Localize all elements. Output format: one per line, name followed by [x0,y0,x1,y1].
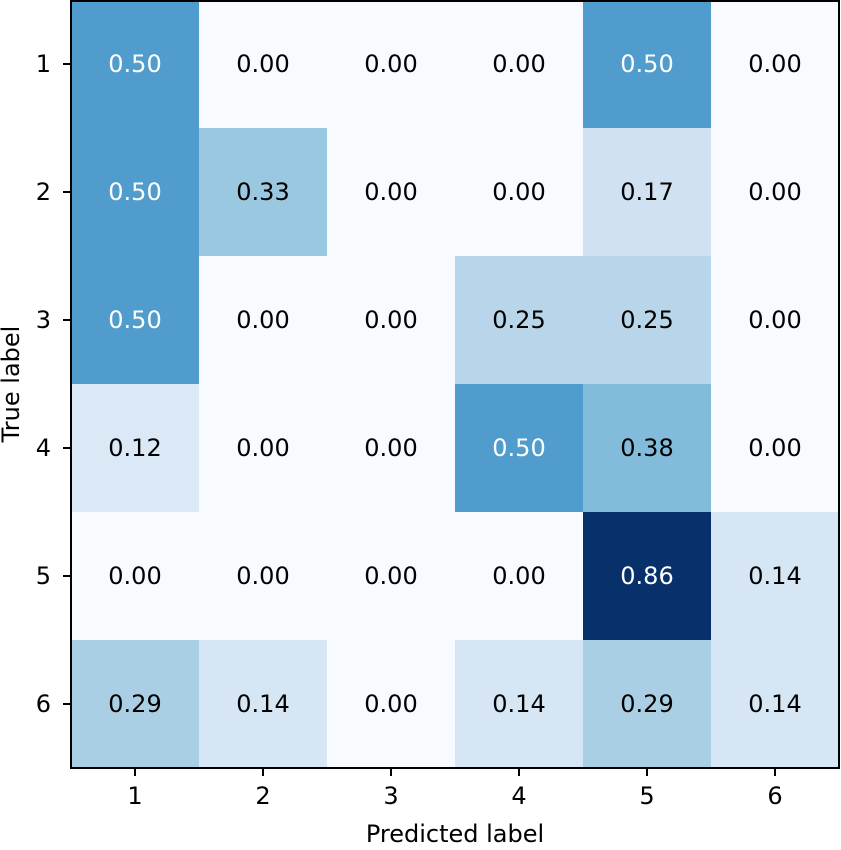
cell-value-label-r4-c2: 0.00 [236,434,289,462]
heatmap-cell-r5-c2 [199,512,327,640]
heatmap-cell-r4-c2 [199,384,327,512]
y-tick-label-4: 4 [36,434,51,462]
cell-value-label-r6-c5: 0.29 [620,690,673,718]
cell-value-label-r2-c5: 0.17 [620,178,673,206]
cell-value-label-r1-c4: 0.00 [492,50,545,78]
cell-value-label-r1-c2: 0.00 [236,50,289,78]
y-tick-label-5: 5 [36,562,51,590]
cell-value-label-r3-c4: 0.25 [492,306,545,334]
cell-value-label-r4-c5: 0.38 [620,434,673,462]
x-tick-label-6: 6 [767,782,782,810]
heatmap-cell-r1-c5 [583,0,711,128]
x-tick-label-1: 1 [127,782,142,810]
cell-value-labels: 0.50 0.00 0.00 0.00 0.50 0.00 0.50 0.33 0.00 0.00… [108,50,801,718]
x-tick-label-4: 4 [511,782,526,810]
heatmap-cell-r2-c3 [327,128,455,256]
heatmap-cell-r6-c6 [711,640,839,768]
cell-value-label-r2-c6: 0.00 [748,178,801,206]
cell-value-label-r5-c2: 0.00 [236,562,289,590]
cell-value-label-r4-c1: 0.12 [108,434,161,462]
cell-value-label-r4-c6: 0.00 [748,434,801,462]
heatmap-cell-r4-c5 [583,384,711,512]
heatmap-cell-r4-c4 [455,384,583,512]
heatmap-cell-r5-c5 [583,512,711,640]
heatmap-cell-r1-c3 [327,0,455,128]
heatmap-cell-r3-c2 [199,256,327,384]
cell-value-label-r6-c1: 0.29 [108,690,161,718]
plot-frame [70,0,840,769]
y-axis-ticks: 1 2 3 4 5 6 [36,50,71,718]
cell-value-label-r5-c4: 0.00 [492,562,545,590]
heatmap-cell-r6-c2 [199,640,327,768]
y-tick-label-3: 3 [36,306,51,334]
cell-value-label-r3-c6: 0.00 [748,306,801,334]
heatmap-cell-r6-c1 [71,640,199,768]
x-tick-label-3: 3 [383,782,398,810]
heatmap-cell-r4-c6 [711,384,839,512]
y-tick-label-2: 2 [36,178,51,206]
cell-value-label-r3-c3: 0.00 [364,306,417,334]
heatmap-cell-r1-c6 [711,0,839,128]
heatmap-cell-r1-c2 [199,0,327,128]
x-axis-ticks: 1 2 3 4 5 6 [127,768,783,810]
heatmap-cell-r3-c5 [583,256,711,384]
cell-value-label-r3-c2: 0.00 [236,306,289,334]
heatmap-cell-r5-c1 [71,512,199,640]
cell-value-label-r1-c6: 0.00 [748,50,801,78]
cell-value-label-r2-c4: 0.00 [492,178,545,206]
heatmap-cell-r1-c4 [455,0,583,128]
heatmap-cell-r2-c4 [455,128,583,256]
x-tick-label-5: 5 [639,782,654,810]
cell-value-label-r2-c1: 0.50 [108,178,161,206]
cell-value-label-r6-c2: 0.14 [236,690,289,718]
heatmap-cell-r5-c6 [711,512,839,640]
heatmap-cell-r1-c1 [71,0,199,128]
cell-value-label-r5-c5: 0.86 [620,562,673,590]
heatmap-cell-r2-c1 [71,128,199,256]
cell-value-label-r3-c1: 0.50 [108,306,161,334]
cell-value-label-r4-c3: 0.00 [364,434,417,462]
heatmap-cell-r6-c4 [455,640,583,768]
heatmap-cell-r3-c4 [455,256,583,384]
cell-value-label-r6-c3: 0.00 [364,690,417,718]
heatmap-cell-r2-c6 [711,128,839,256]
cell-value-label-r2-c3: 0.00 [364,178,417,206]
heatmap-cell-r4-c3 [327,384,455,512]
x-axis-title: Predicted label [366,820,544,848]
cell-value-label-r5-c3: 0.00 [364,562,417,590]
heatmap-cells [71,0,839,768]
heatmap-cell-r6-c3 [327,640,455,768]
heatmap-cell-r2-c5 [583,128,711,256]
heatmap-cell-r3-c3 [327,256,455,384]
heatmap-cell-r3-c6 [711,256,839,384]
heatmap-cell-r2-c2 [199,128,327,256]
y-tick-label-6: 6 [36,690,51,718]
y-axis-title: True label [0,326,25,444]
cell-value-label-r2-c2: 0.33 [236,178,289,206]
cell-value-label-r6-c6: 0.14 [748,690,801,718]
cell-value-label-r1-c5: 0.50 [620,50,673,78]
heatmap-cell-r3-c1 [71,256,199,384]
cell-value-label-r4-c4: 0.50 [492,434,545,462]
heatmap-cell-r5-c4 [455,512,583,640]
cell-value-label-r3-c5: 0.25 [620,306,673,334]
heatmap-cell-r6-c5 [583,640,711,768]
cell-value-label-r5-c6: 0.14 [748,562,801,590]
x-tick-label-2: 2 [255,782,270,810]
cell-value-label-r1-c1: 0.50 [108,50,161,78]
cell-value-label-r1-c3: 0.00 [364,50,417,78]
heatmap-cell-r4-c1 [71,384,199,512]
y-tick-label-1: 1 [36,50,51,78]
heatmap-cell-r5-c3 [327,512,455,640]
cell-value-label-r6-c4: 0.14 [492,690,545,718]
cell-value-label-r5-c1: 0.00 [108,562,161,590]
